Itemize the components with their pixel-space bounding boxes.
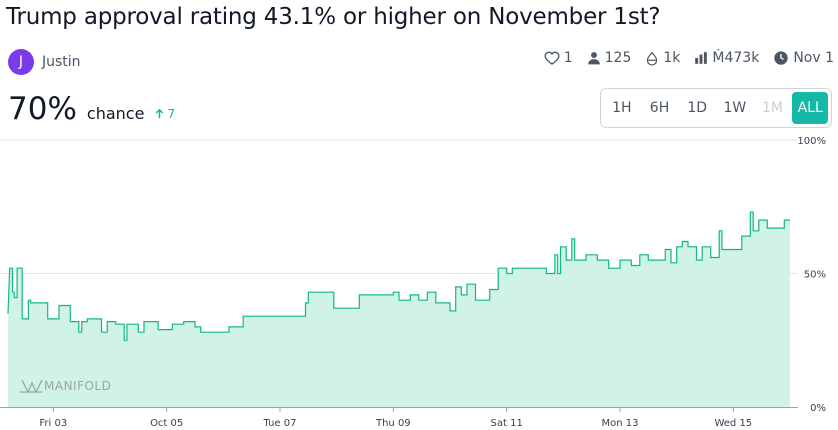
y-tick-label: 0% — [810, 403, 826, 414]
y-tick-label: 100% — [797, 136, 826, 147]
volume-stat[interactable]: Ṁ473k — [694, 50, 759, 66]
volume-amount: Ṁ473k — [712, 50, 760, 66]
x-tick-label: Sat 11 — [491, 418, 523, 429]
liquidity-stat[interactable]: 1k — [645, 50, 680, 66]
author-name[interactable]: Justin — [42, 54, 81, 70]
range-button-1w[interactable]: 1W — [723, 100, 747, 116]
series-area — [8, 212, 790, 407]
user-icon — [587, 52, 600, 65]
traders-stat[interactable]: 125 — [587, 50, 632, 66]
heart-icon — [544, 51, 560, 65]
close-date: Nov 1 — [793, 50, 834, 66]
author[interactable]: J Justin — [8, 49, 81, 75]
close-date-stat[interactable]: Nov 1 — [773, 50, 834, 66]
y-tick-label: 50% — [804, 270, 826, 281]
range-button-all[interactable]: ALL — [792, 92, 829, 124]
x-tick-label: Fri 03 — [39, 418, 67, 429]
probability-change-value: 7 — [167, 106, 176, 121]
series-line — [7, 211, 790, 341]
x-tick-label: Wed 15 — [714, 418, 752, 429]
x-tick-label: Mon 13 — [602, 418, 639, 429]
watermark-text: MANIFOLD — [44, 379, 111, 393]
x-tick-label: Oct 05 — [150, 418, 183, 429]
probability-value: 70% — [8, 91, 77, 127]
probability-display: 70% chance 7 — [8, 91, 175, 127]
like-button[interactable]: 1 — [544, 50, 573, 66]
probability-change: 7 — [154, 107, 175, 121]
clock-icon — [774, 51, 788, 65]
range-button-1h[interactable]: 1H — [612, 100, 632, 116]
time-range-selector: 1H 6H 1D 1W 1M ALL — [600, 88, 832, 128]
manifold-logo-icon — [20, 379, 43, 394]
market-title: Trump approval rating 43.1% or higher on… — [6, 4, 661, 30]
likes-count: 1 — [563, 50, 573, 66]
range-button-1m[interactable]: 1M — [762, 100, 784, 116]
market-stats: 1 125 1k Ṁ473k Nov 1 — [544, 50, 834, 66]
x-tick-label: Tue 07 — [263, 418, 297, 429]
arrow-up-icon — [156, 108, 164, 119]
range-button-1d[interactable]: 1D — [687, 100, 708, 116]
liquidity-amount: 1k — [663, 50, 681, 66]
droplet-icon — [647, 51, 658, 65]
probability-label: chance — [86, 104, 145, 123]
x-tick-label: Thu 09 — [375, 418, 411, 429]
bar-chart-icon — [695, 52, 708, 64]
logo-mark — [20, 379, 43, 394]
avatar[interactable]: J — [8, 49, 34, 75]
traders-count: 125 — [604, 50, 632, 66]
range-button-6h[interactable]: 6H — [649, 100, 670, 116]
